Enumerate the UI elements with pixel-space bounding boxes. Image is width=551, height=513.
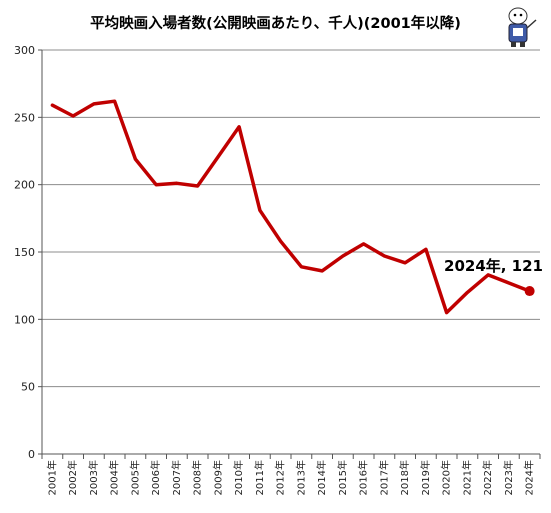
chart-title: 平均映画入場者数(公開映画あたり、千人)(2001年以降): [90, 16, 461, 32]
x-tick-label: 2008年: [191, 460, 204, 495]
x-tick-label: 2010年: [232, 460, 245, 495]
last-data-point: [524, 286, 535, 297]
x-tick-label: 2022年: [481, 460, 494, 495]
x-tick-label: 2003年: [87, 460, 100, 495]
y-tick-label: 300: [14, 44, 35, 57]
x-tick-label: 2015年: [336, 460, 349, 495]
y-tick-label: 100: [14, 313, 35, 326]
x-tick-label: 2002年: [66, 460, 79, 495]
x-tick-label: 2023年: [502, 460, 515, 495]
x-tick-label: 2013年: [294, 460, 307, 495]
series-line-group: [50, 99, 535, 315]
annotation-group: 2024年, 121: [444, 257, 543, 275]
y-tick-label: 200: [14, 179, 35, 192]
y-tick-label: 150: [14, 246, 35, 259]
x-tick-label: 2005年: [128, 460, 141, 495]
x-tick-label: 2019年: [419, 460, 432, 495]
x-tick-label: 2004年: [108, 460, 121, 495]
x-tick-label: 2006年: [149, 460, 162, 495]
x-tick-label: 2024年: [523, 460, 536, 495]
x-tick-label: 2020年: [440, 460, 453, 495]
x-tick-label: 2017年: [377, 460, 390, 495]
x-tick-label: 2001年: [45, 460, 58, 495]
x-tick-label: 2012年: [274, 460, 287, 495]
y-tick-label: 250: [14, 111, 35, 124]
last-point-label: 2024年, 121: [444, 257, 543, 275]
x-tick-label: 2016年: [357, 460, 370, 495]
y-axis-ticks: 0 50 100 150 200 250 300: [14, 44, 35, 461]
y-tick-label: 50: [21, 381, 35, 394]
x-tick-label: 2018年: [398, 460, 411, 495]
x-tick-label: 2021年: [460, 460, 473, 495]
series-line: [50, 99, 532, 315]
mascot-icon: [508, 7, 537, 47]
axes: [38, 49, 541, 459]
y-tick-label: 0: [28, 448, 35, 461]
x-tick-label: 2007年: [170, 460, 183, 495]
x-tick-label: 2014年: [315, 460, 328, 495]
x-tick-label: 2011年: [253, 460, 266, 495]
grid-lines: [42, 49, 540, 388]
x-tick-label: 2009年: [211, 460, 224, 495]
x-axis-ticks: 2001年 2002年 2003年 2004年 2005年 2006年 2007年 2008年…: [45, 460, 535, 495]
